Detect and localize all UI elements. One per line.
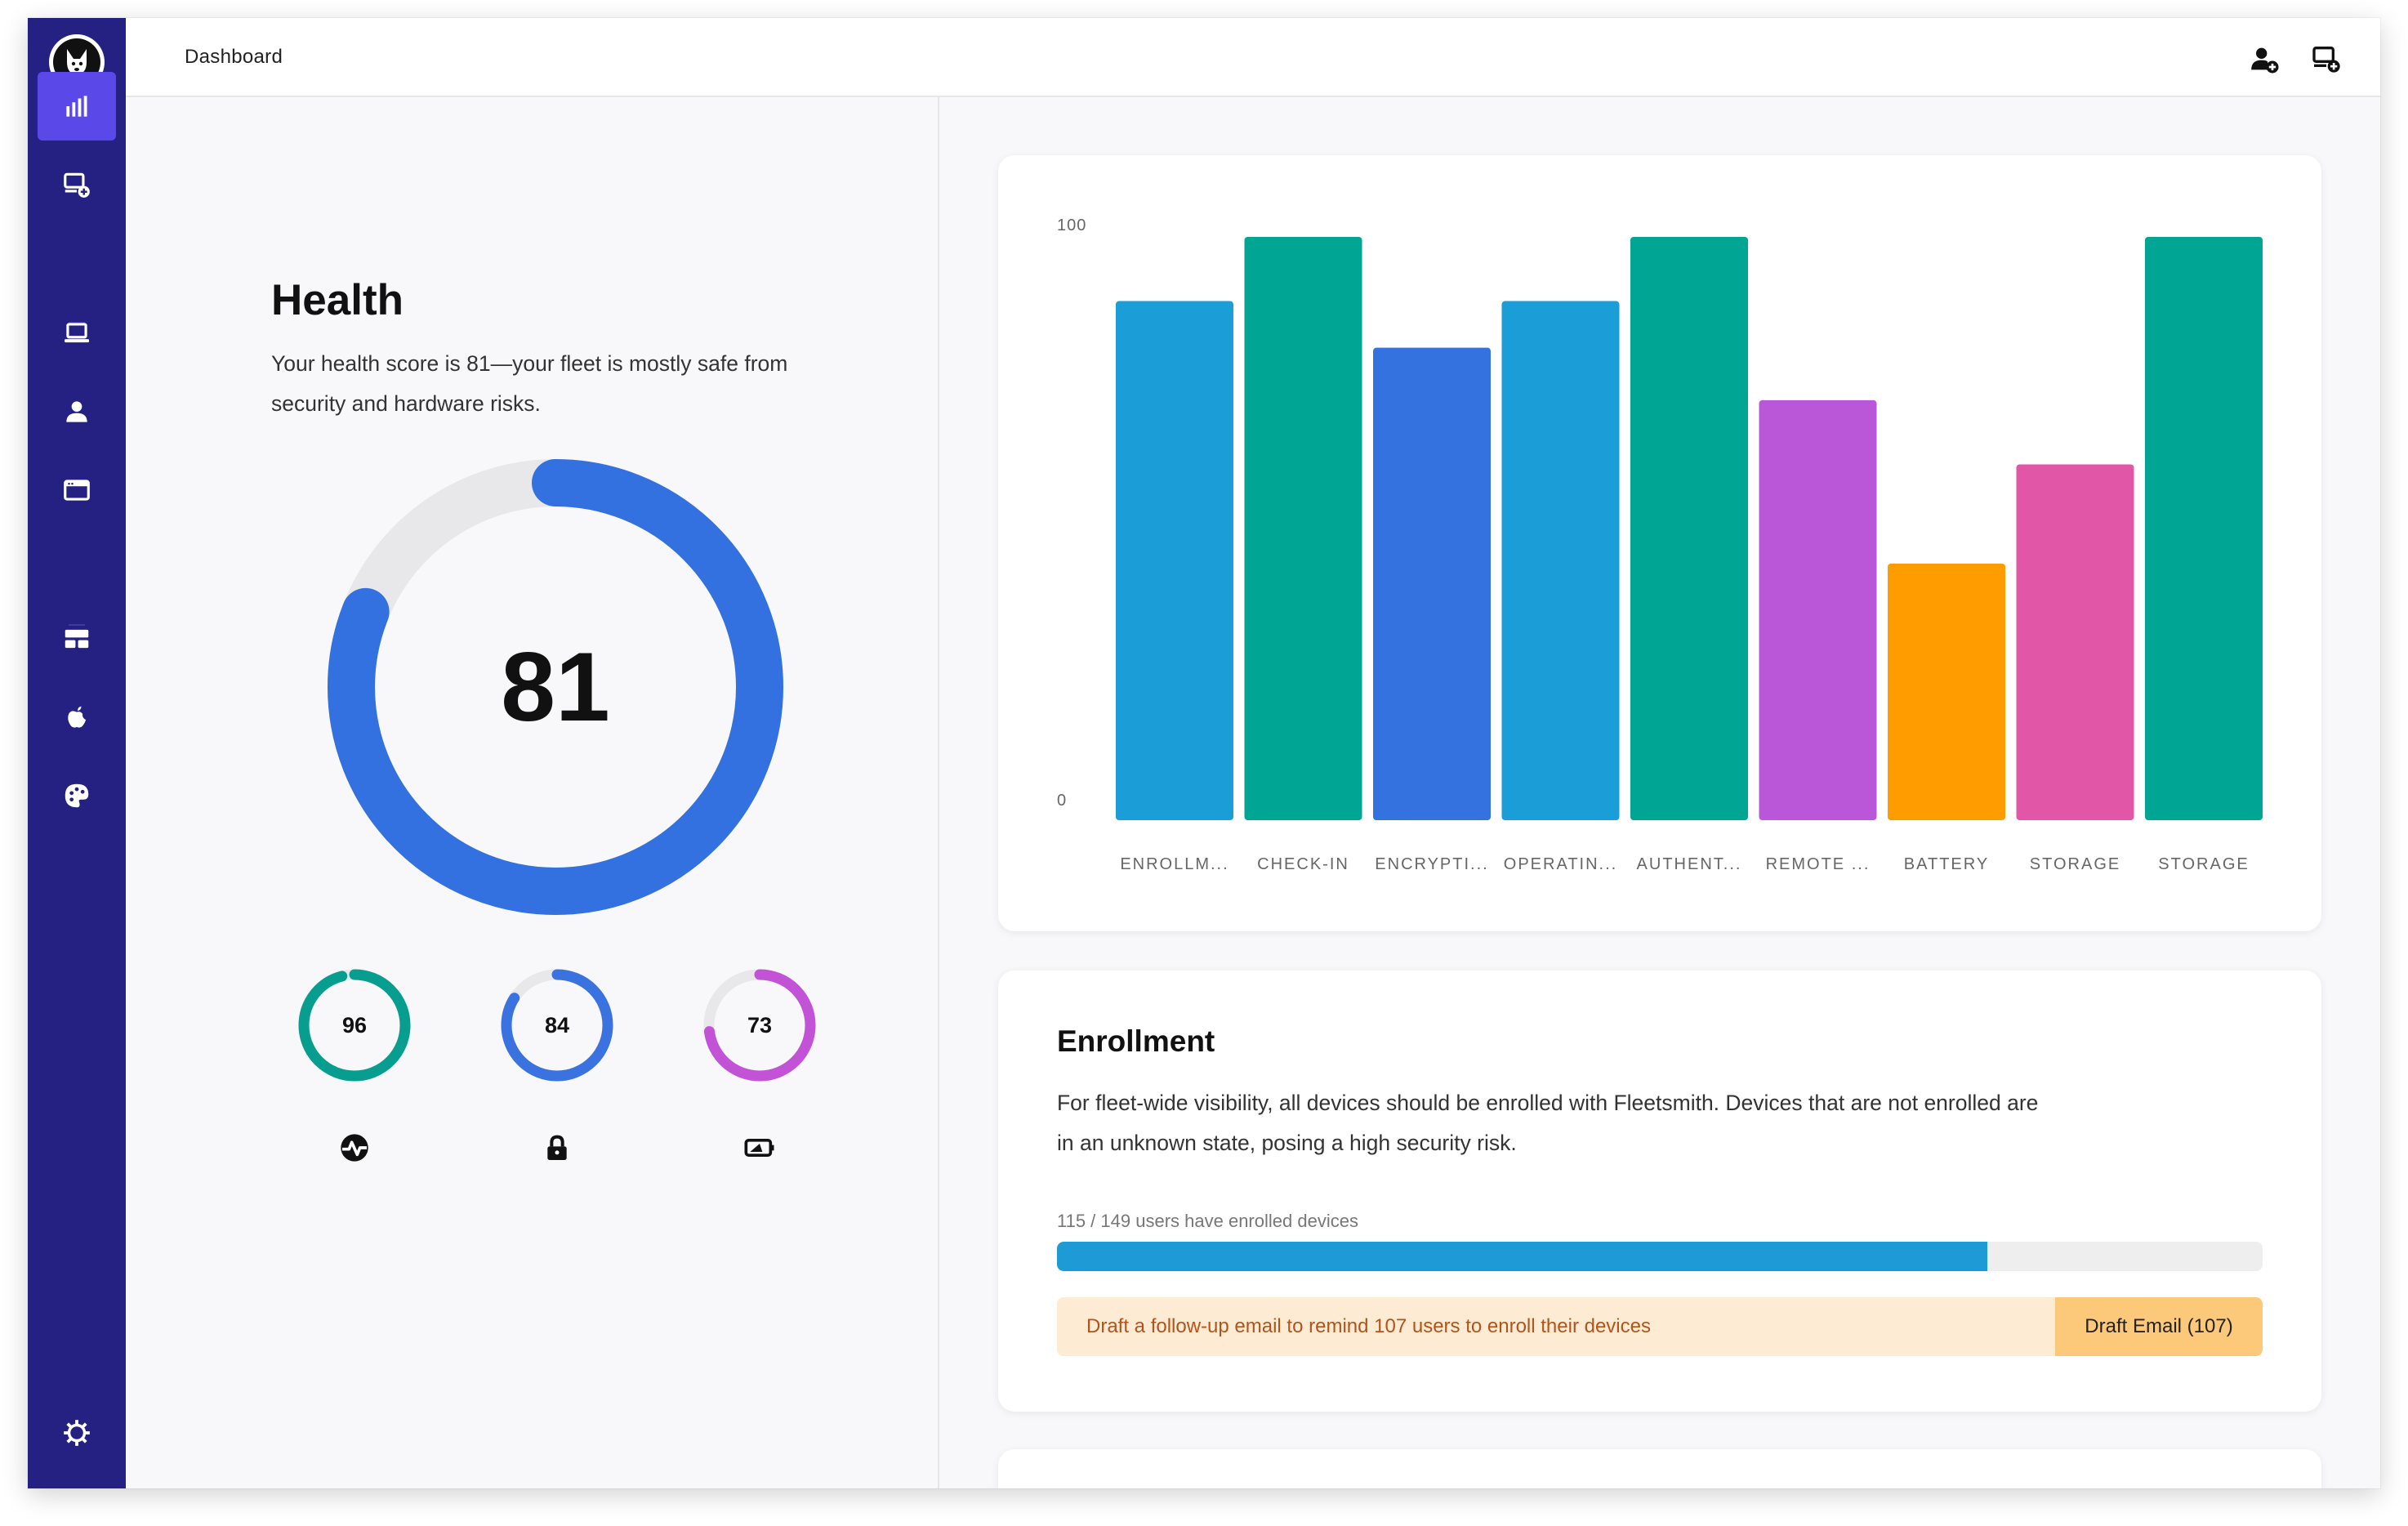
lock-icon xyxy=(547,1135,567,1160)
sidebar-item-settings[interactable] xyxy=(38,1399,116,1467)
heartbeat-icon xyxy=(341,1134,368,1162)
bar-6[interactable] xyxy=(1759,399,1877,820)
user-plus-icon xyxy=(2251,47,2279,74)
sidebar-item-dashboard[interactable] xyxy=(38,72,116,141)
health-breakdown-bar-chart: 100 0 ENROLLM... CHECK-IN ENCRYPTI... OPERA… xyxy=(1057,216,2263,873)
health-title: Health xyxy=(271,276,404,324)
bar-3[interactable] xyxy=(1373,347,1491,820)
health-score-value: 81 xyxy=(501,632,610,742)
sidebar-item-profiles[interactable] xyxy=(38,605,116,673)
x-tick-label: AUTHENT... xyxy=(1637,855,1742,873)
x-tick-label: STORAGE xyxy=(2158,855,2249,873)
reminder-text: Draft a follow-up email to remind 107 us… xyxy=(1086,1315,1651,1337)
device-plus-icon xyxy=(64,172,90,198)
palette-icon xyxy=(65,783,89,808)
sidebar-item-themes[interactable] xyxy=(38,761,116,830)
enrollment-card: Enrollment For fleet-wide visibility, al… xyxy=(998,970,2321,1412)
y-tick-min: 0 xyxy=(1057,792,1067,810)
health-score-gauge xyxy=(328,459,783,915)
x-tick-label: ENCRYPTI... xyxy=(1375,855,1488,873)
sidebar-separator xyxy=(69,322,85,323)
sub-score-value: 84 xyxy=(544,1012,570,1037)
enrollment-description: For fleet-wide visibility, all devices s… xyxy=(1057,1091,2039,1155)
health-panel: Health Your health score is 81—your flee… xyxy=(126,97,939,1488)
bar-4[interactable] xyxy=(1501,301,1620,820)
bar-8[interactable] xyxy=(2016,464,2134,820)
sidebar-item-enroll-device[interactable] xyxy=(38,150,116,219)
battery-icon xyxy=(744,1139,774,1157)
add-user-button[interactable] xyxy=(2246,41,2282,77)
enrollment-progress-fill xyxy=(1057,1242,1988,1271)
sub-score-value: 96 xyxy=(341,1012,368,1037)
add-device-button[interactable] xyxy=(2308,41,2344,77)
sidebar-item-apps[interactable] xyxy=(38,456,116,524)
sidebar-separator xyxy=(69,624,85,626)
bar-1[interactable] xyxy=(1116,301,1233,820)
x-tick-label: ENROLLM... xyxy=(1120,855,1229,873)
health-breakdown-chart-card: 100 0 ENROLLM... CHECK-IN ENCRYPTI... OPERA… xyxy=(998,155,2321,931)
sidebar-item-devices[interactable] xyxy=(38,299,116,368)
layout-icon xyxy=(65,629,89,649)
enrollment-progress-bar xyxy=(1057,1242,2263,1271)
sidebar-item-users[interactable] xyxy=(38,377,116,446)
sub-score-value: 73 xyxy=(747,1012,773,1037)
enrollment-reminder-callout: Draft a follow-up email to remind 107 us… xyxy=(1057,1297,2263,1356)
gauge-arc xyxy=(328,459,783,915)
x-tick-label: OPERATIN... xyxy=(1504,855,1617,873)
enrollment-progress-label: 115 / 149 users have enrolled devices xyxy=(1057,1211,1358,1231)
health-description: Your health score is 81—your fleet is mo… xyxy=(271,351,788,416)
bar-5[interactable] xyxy=(1630,237,1748,820)
enrollment-title: Enrollment xyxy=(1057,1024,1215,1058)
sub-score-security[interactable]: 84 xyxy=(500,968,614,1082)
gear-icon xyxy=(64,1420,90,1446)
app-window: Dashboard Health Your health score is 81… xyxy=(28,18,2380,1488)
bar-7[interactable] xyxy=(1888,563,2005,820)
next-card xyxy=(998,1449,2321,1488)
sub-score-activity[interactable]: 96 xyxy=(297,968,412,1082)
top-header: Dashboard xyxy=(126,18,2380,97)
bar-2[interactable] xyxy=(1244,237,1362,820)
sub-score-battery[interactable]: 73 xyxy=(702,968,817,1082)
draft-email-button[interactable]: Draft Email (107) xyxy=(2055,1297,2263,1356)
app-window-icon xyxy=(64,480,90,501)
laptop-icon xyxy=(64,323,90,343)
bar-chart-icon xyxy=(66,96,87,117)
x-tick-label: REMOTE ... xyxy=(1766,855,1871,873)
x-tick-label: STORAGE xyxy=(2030,855,2120,873)
page-title: Dashboard xyxy=(185,46,283,68)
sidebar-item-apple[interactable] xyxy=(38,683,116,752)
device-plus-icon xyxy=(2312,47,2340,73)
x-tick-label: CHECK-IN xyxy=(1257,855,1349,873)
bar-9[interactable] xyxy=(2145,237,2263,820)
x-tick-label: BATTERY xyxy=(1904,855,1989,873)
user-icon xyxy=(66,401,87,422)
sidebar xyxy=(28,18,126,1488)
y-tick-max: 100 xyxy=(1057,216,1086,234)
apple-icon xyxy=(68,706,87,728)
